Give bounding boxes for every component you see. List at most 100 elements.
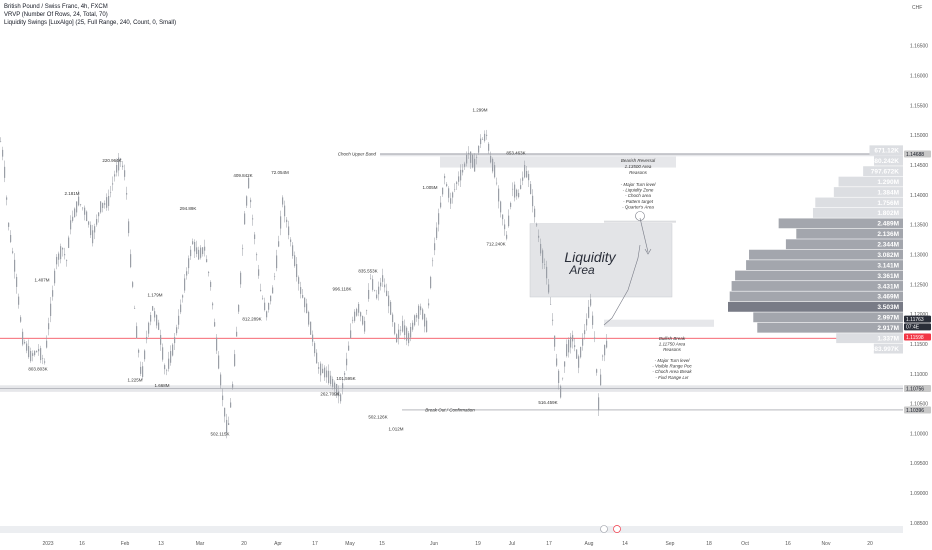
candle — [170, 351, 172, 363]
candle — [318, 367, 320, 369]
candle — [38, 348, 40, 352]
candle — [282, 197, 284, 205]
candle — [334, 382, 336, 390]
candle — [104, 203, 106, 205]
candle — [558, 370, 560, 384]
candle — [394, 322, 396, 334]
candle — [66, 260, 68, 262]
swing-volume-label: 220.964K — [102, 158, 121, 163]
bullish-reason-item: - Choch Area Break — [652, 369, 692, 374]
volume-profile-bar — [869, 145, 903, 156]
volume-profile-label: 3.082M — [877, 252, 899, 259]
candle — [404, 325, 406, 336]
price-axis-tick: 1.16000 — [910, 74, 928, 80]
candle — [536, 224, 538, 226]
candle — [542, 250, 544, 263]
candle — [242, 248, 244, 250]
candle — [364, 320, 366, 332]
time-axis-tick: Jul — [509, 541, 515, 547]
candle — [370, 278, 372, 280]
candle — [30, 351, 32, 362]
candle — [256, 254, 258, 256]
candle — [302, 295, 304, 298]
candle — [516, 189, 518, 197]
candle — [258, 269, 260, 276]
candle — [490, 156, 492, 163]
candle — [442, 187, 444, 195]
candle — [592, 315, 594, 325]
candle — [130, 254, 132, 268]
candle — [362, 316, 364, 325]
candle — [376, 294, 378, 299]
price-axis-tick: 1.09000 — [910, 491, 928, 497]
candle — [210, 281, 212, 287]
candle — [568, 339, 570, 353]
event-calendar-icon — [613, 525, 621, 533]
candle — [596, 369, 598, 373]
candle — [284, 205, 286, 217]
volume-profile-label: 3.503M — [877, 304, 899, 311]
candle — [36, 350, 38, 353]
volume-profile-bar — [873, 343, 903, 354]
candle — [52, 290, 54, 297]
bearish-reversal-area: 1.13500 Area — [625, 164, 652, 169]
candle — [220, 374, 222, 386]
candle — [446, 184, 448, 186]
candle — [144, 350, 146, 360]
candle — [102, 202, 104, 209]
volume-profile-label: 797.672K — [871, 168, 899, 175]
candle — [82, 207, 84, 209]
candle — [540, 243, 542, 254]
liquidity-area-box — [529, 223, 673, 298]
candle — [314, 343, 316, 354]
candle — [96, 219, 98, 225]
candle — [380, 282, 382, 287]
candle — [222, 395, 224, 401]
candle — [468, 152, 470, 154]
candle — [18, 296, 20, 305]
candle — [604, 344, 606, 356]
volume-profile-bar — [731, 281, 903, 291]
candle — [208, 272, 210, 274]
candle — [118, 157, 120, 171]
volume-profile-label: 2.489M — [877, 221, 899, 228]
candle — [326, 370, 328, 378]
liquidity-area-subtitle: Area — [568, 263, 595, 277]
volume-profile-bar — [874, 155, 903, 166]
candle — [56, 256, 58, 265]
swing-volume-label: 1.668M — [154, 383, 169, 388]
candle — [460, 169, 462, 181]
volume-profile-label: 671.12K — [874, 148, 899, 155]
candle — [68, 237, 70, 248]
candle — [58, 253, 60, 260]
candle — [146, 337, 148, 340]
bullish-reason-item: - Fixd Range Lvr — [655, 375, 689, 380]
candle — [88, 221, 90, 225]
candle — [532, 195, 534, 207]
swing-volume-label: 1.225M — [127, 378, 142, 383]
candle — [476, 156, 478, 158]
indicator-liquidity-swings-label[interactable]: Liquidity Swings [LuxAlgo] (25, Full Ran… — [4, 20, 177, 26]
candle — [544, 264, 546, 265]
candle — [178, 315, 180, 325]
candle — [392, 314, 394, 323]
candle — [224, 407, 226, 417]
volume-profile-label: 2.136M — [877, 231, 899, 238]
candle — [10, 234, 12, 242]
candle — [86, 211, 88, 222]
time-axis-tick: 19 — [475, 541, 481, 547]
price-axis[interactable] — [903, 0, 932, 550]
swing-volume-label: 502.126K — [368, 415, 387, 420]
candle — [40, 348, 42, 361]
candle — [216, 337, 218, 351]
price-label-tag — [904, 323, 931, 331]
candle — [286, 219, 288, 222]
candle — [34, 351, 36, 356]
candle — [188, 258, 190, 269]
candle — [374, 290, 376, 291]
swing-volume-label: 409.842K — [233, 173, 252, 178]
candle — [398, 329, 400, 339]
indicator-vrvp-label[interactable]: VRVP (Number Of Rows, 24, Total, 70) — [4, 12, 108, 18]
candle — [266, 311, 268, 318]
